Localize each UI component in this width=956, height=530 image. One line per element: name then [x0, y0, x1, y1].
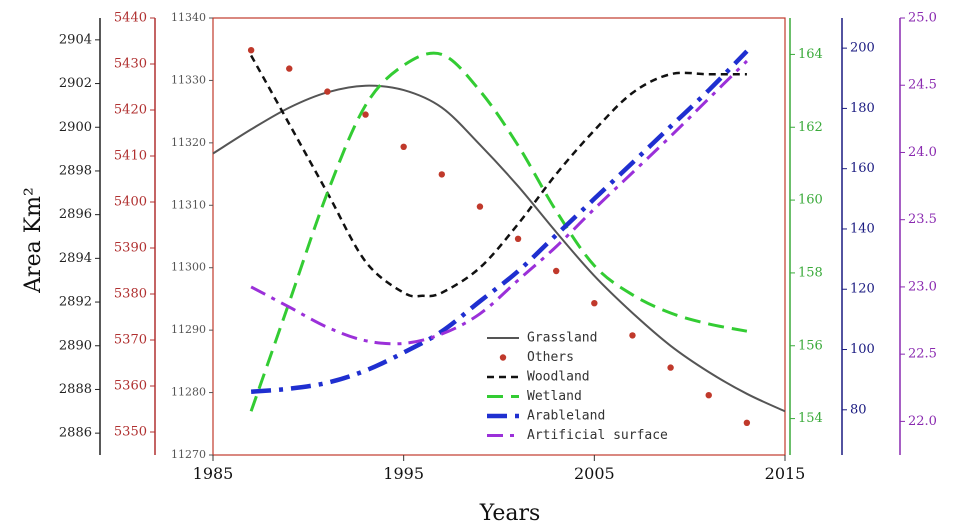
x-axis: 1985 1995 2005 2015 [193, 455, 806, 483]
y-tick-label: 2886 [59, 426, 92, 441]
y-tick-label: 24.0 [908, 145, 937, 160]
data-point [629, 332, 635, 338]
data-point [324, 88, 330, 94]
y-axis-title: Area Km² [21, 187, 46, 294]
x-tick-label: 1985 [193, 464, 234, 483]
y-tick-label: 160 [798, 193, 823, 208]
y-tick-label: 160 [850, 161, 875, 176]
series-line [251, 53, 747, 411]
legend-item-arableland: Arableland [487, 409, 605, 424]
x-tick-label: 2015 [765, 464, 806, 483]
legend-label: Grassland [527, 331, 597, 346]
series-line [251, 61, 747, 344]
data-point [362, 111, 368, 117]
series-others [248, 47, 750, 426]
legend-item-artificial-surface: Artificial surface [487, 428, 668, 443]
y-tick-label: 2890 [59, 338, 92, 353]
legend: Grassland Others Woodland Wetland Arableland… [487, 331, 668, 444]
legend-label: Artificial surface [527, 428, 668, 443]
data-point [667, 364, 673, 370]
legend-item-grassland: Grassland [487, 331, 597, 346]
y-tick-label: 2898 [59, 163, 92, 178]
legend-label: Others [527, 350, 574, 365]
y-axis-green-right: 154 156 158 160 162 164 [790, 18, 823, 455]
y-tick-label: 11300 [171, 261, 206, 274]
y-tick-label: 100 [850, 342, 875, 357]
y-tick-label: 2904 [59, 32, 92, 47]
y-tick-label: 5360 [114, 379, 147, 394]
data-point [248, 47, 254, 53]
y-tick-label: 23.0 [908, 279, 937, 294]
y-tick-label: 5420 [114, 103, 147, 118]
series-wetland [251, 53, 747, 411]
data-point [439, 171, 445, 177]
y-tick-label: 5440 [114, 11, 147, 26]
y-tick-label: 5350 [114, 425, 147, 440]
y-tick-label: 11280 [171, 386, 206, 399]
data-point [706, 392, 712, 398]
y-tick-label: 180 [850, 101, 875, 116]
y-tick-label: 140 [850, 221, 875, 236]
y-tick-label: 5410 [114, 149, 147, 164]
y-tick-label: 158 [798, 265, 823, 280]
y-tick-label: 2896 [59, 207, 92, 222]
y-tick-label: 164 [798, 47, 823, 62]
y-tick-label: 25.0 [908, 11, 937, 26]
legend-label: Arableland [527, 409, 605, 424]
y-tick-label: 2900 [59, 120, 92, 135]
y-tick-label: 2902 [59, 76, 92, 91]
y-tick-label: 11330 [171, 73, 206, 86]
legend-swatch [500, 354, 506, 360]
y-tick-label: 5370 [114, 333, 147, 348]
y-tick-label: 5430 [114, 57, 147, 72]
y-tick-label: 23.5 [908, 212, 937, 227]
legend-item-others: Others [500, 350, 574, 365]
y-tick-label: 2888 [59, 382, 92, 397]
y-axis-woodland-left: 11270 11280 11290 11300 11310 11320 11330 11340 [171, 11, 213, 461]
y-axis-red-left: 5350 5360 5370 5380 5390 5400 5410 5420 5430 5440 [114, 11, 155, 456]
legend-item-wetland: Wetland [487, 389, 582, 404]
y-tick-label: 2894 [59, 251, 92, 266]
y-tick-label: 24.5 [908, 78, 937, 93]
y-tick-label: 22.0 [908, 414, 937, 429]
legend-label: Woodland [527, 370, 590, 385]
y-tick-label: 11270 [171, 448, 206, 461]
y-axis-black-left: 2886 2888 2890 2892 2894 2896 2898 2900 2902 2904 [59, 18, 100, 455]
y-tick-label: 11290 [171, 323, 206, 336]
data-point [515, 236, 521, 242]
y-tick-label: 5380 [114, 287, 147, 302]
series-line [251, 51, 747, 392]
data-point [477, 203, 483, 209]
y-tick-label: 11320 [171, 136, 206, 149]
y-tick-label: 11340 [171, 11, 206, 24]
y-tick-label: 5400 [114, 195, 147, 210]
x-tick-label: 2005 [574, 464, 615, 483]
y-tick-label: 154 [798, 411, 823, 426]
y-tick-label: 120 [850, 282, 875, 297]
y-tick-label: 5390 [114, 241, 147, 256]
series-artificial-surface [251, 61, 747, 344]
y-tick-label: 156 [798, 338, 823, 353]
y-axis-blue-right: 80 100 120 140 160 180 200 [842, 18, 875, 455]
data-point [286, 65, 292, 71]
data-point [744, 420, 750, 426]
y-tick-label: 22.5 [908, 347, 937, 362]
x-axis-title: Years [479, 501, 541, 525]
data-point [400, 144, 406, 150]
y-tick-label: 200 [850, 41, 875, 56]
y-tick-label: 162 [798, 120, 823, 135]
y-tick-label: 2892 [59, 295, 92, 310]
y-axis-purple-right: 22.0 22.5 23.0 23.5 24.0 24.5 25.0 [900, 11, 937, 456]
data-point [591, 300, 597, 306]
series-arableland [251, 51, 747, 392]
x-tick-label: 1995 [383, 464, 424, 483]
data-point [553, 268, 559, 274]
y-tick-label: 11310 [171, 198, 206, 211]
legend-label: Wetland [527, 389, 582, 404]
legend-item-woodland: Woodland [487, 370, 590, 385]
y-tick-label: 80 [850, 402, 867, 417]
